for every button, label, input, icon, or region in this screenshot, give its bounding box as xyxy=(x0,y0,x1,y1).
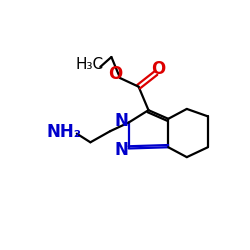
Text: NH₂: NH₂ xyxy=(47,123,82,141)
Text: O: O xyxy=(151,60,165,78)
Text: N: N xyxy=(115,112,129,130)
Text: H₃C: H₃C xyxy=(76,58,104,72)
Text: O: O xyxy=(108,64,123,82)
Text: N: N xyxy=(115,142,129,160)
